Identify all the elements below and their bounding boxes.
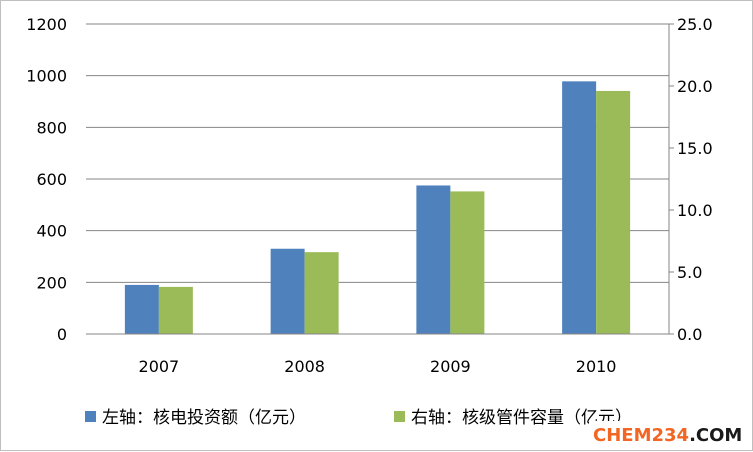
right-tick-label: 20.0 — [677, 77, 713, 96]
x-axis-ticks: 2007 2008 2009 2010 — [139, 357, 617, 376]
x-tick-label: 2008 — [284, 357, 325, 376]
legend-swatch-left-series — [85, 411, 96, 422]
gridlines — [86, 23, 669, 335]
bars — [124, 81, 631, 335]
x-tick-label: 2007 — [139, 357, 180, 376]
bar-left-series — [270, 248, 305, 334]
left-tick-label: 0 — [57, 325, 67, 344]
right-tick-label: 0.0 — [677, 325, 702, 344]
bar-right-series — [596, 90, 631, 335]
left-tick-label: 800 — [36, 118, 67, 137]
bar-right-series — [304, 252, 339, 334]
right-tick-label: 15.0 — [677, 139, 713, 158]
bar-right-series — [450, 191, 485, 334]
left-tick-label: 200 — [36, 273, 67, 292]
legend-label-left-series: 左轴：核电投资额（亿元） — [102, 408, 306, 428]
watermark-text: CHEM234.COM — [593, 425, 742, 446]
watermark-text-brand: CHEM234 — [593, 425, 689, 446]
bar-right-series — [158, 286, 193, 334]
watermark: CHEM234.COM — [589, 421, 749, 447]
x-tick-label: 2009 — [430, 357, 471, 376]
left-tick-label: 1200 — [26, 15, 67, 34]
legend-swatch-right-series — [394, 411, 405, 422]
watermark-background — [589, 421, 749, 447]
bar-left-series — [562, 81, 597, 334]
legend-label-right-series: 右轴：核级管件容量（亿元） — [411, 408, 632, 428]
left-axis-ticks: 0 200 400 600 800 1000 1200 — [26, 15, 67, 344]
left-tick-label: 1000 — [26, 67, 67, 86]
bar-left-series — [416, 185, 451, 334]
legend: 左轴：核电投资额（亿元） 右轴：核级管件容量（亿元） — [85, 408, 632, 428]
right-tick-label: 5.0 — [677, 263, 702, 282]
axes — [86, 24, 670, 335]
left-tick-label: 600 — [36, 170, 67, 189]
right-tick-label: 10.0 — [677, 201, 713, 220]
right-axis-ticks: 0.0 5.0 10.0 15.0 20.0 25.0 — [669, 15, 713, 344]
x-tick-label: 2010 — [576, 357, 617, 376]
bar-left-series — [124, 284, 159, 334]
right-tick-label: 25.0 — [677, 15, 713, 34]
watermark-text-domain: .COM — [689, 425, 742, 446]
left-tick-label: 400 — [36, 222, 67, 241]
